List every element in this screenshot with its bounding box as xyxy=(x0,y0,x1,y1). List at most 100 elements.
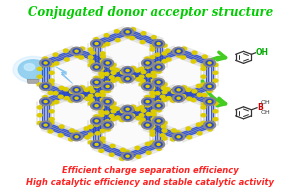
Circle shape xyxy=(201,122,206,125)
Circle shape xyxy=(100,44,105,47)
Circle shape xyxy=(150,125,155,128)
Circle shape xyxy=(88,125,93,128)
Circle shape xyxy=(105,81,110,84)
Circle shape xyxy=(100,102,105,105)
Circle shape xyxy=(141,59,154,67)
Circle shape xyxy=(94,38,99,41)
Circle shape xyxy=(75,50,78,52)
Circle shape xyxy=(162,52,167,55)
Circle shape xyxy=(85,136,90,139)
Circle shape xyxy=(151,82,156,86)
Circle shape xyxy=(187,97,192,100)
Circle shape xyxy=(111,118,116,121)
Circle shape xyxy=(111,102,116,105)
Circle shape xyxy=(136,116,141,120)
Circle shape xyxy=(144,84,151,89)
Circle shape xyxy=(157,81,160,83)
Circle shape xyxy=(84,88,89,91)
Circle shape xyxy=(146,101,149,103)
Circle shape xyxy=(206,60,213,65)
Circle shape xyxy=(100,83,105,86)
Circle shape xyxy=(202,55,207,58)
Circle shape xyxy=(69,138,73,141)
Circle shape xyxy=(176,131,181,134)
Circle shape xyxy=(115,39,120,42)
Circle shape xyxy=(182,47,187,50)
Circle shape xyxy=(141,121,154,129)
Circle shape xyxy=(208,124,211,126)
Circle shape xyxy=(186,88,191,91)
Circle shape xyxy=(95,120,98,122)
Circle shape xyxy=(146,62,149,64)
Circle shape xyxy=(155,65,162,69)
Circle shape xyxy=(48,130,53,133)
Circle shape xyxy=(80,86,85,89)
Circle shape xyxy=(153,40,165,47)
Circle shape xyxy=(94,115,99,118)
Text: OH: OH xyxy=(261,110,271,115)
Circle shape xyxy=(126,155,129,157)
Circle shape xyxy=(157,143,160,145)
Circle shape xyxy=(101,82,113,90)
Circle shape xyxy=(49,71,54,74)
Circle shape xyxy=(150,83,155,86)
Circle shape xyxy=(122,114,134,122)
Circle shape xyxy=(49,110,54,113)
Circle shape xyxy=(95,81,98,83)
Circle shape xyxy=(58,134,63,137)
Circle shape xyxy=(106,128,110,131)
Circle shape xyxy=(151,71,156,74)
Circle shape xyxy=(126,78,129,80)
Circle shape xyxy=(196,84,201,88)
Circle shape xyxy=(64,49,68,52)
Circle shape xyxy=(84,127,89,130)
Circle shape xyxy=(157,70,161,73)
Circle shape xyxy=(37,83,42,86)
Circle shape xyxy=(53,53,58,56)
Circle shape xyxy=(42,60,49,65)
Polygon shape xyxy=(150,92,207,135)
Circle shape xyxy=(175,88,182,92)
Circle shape xyxy=(141,98,154,105)
Circle shape xyxy=(139,67,144,70)
Circle shape xyxy=(122,105,134,113)
Circle shape xyxy=(144,60,151,65)
Text: Conjugated donor acceptor structure: Conjugated donor acceptor structure xyxy=(28,6,273,19)
Circle shape xyxy=(139,75,144,78)
Circle shape xyxy=(90,51,95,54)
Circle shape xyxy=(99,75,104,78)
Circle shape xyxy=(88,48,93,51)
Circle shape xyxy=(70,129,74,132)
Circle shape xyxy=(69,99,73,102)
Circle shape xyxy=(125,150,129,153)
Circle shape xyxy=(74,131,79,134)
Circle shape xyxy=(206,84,213,89)
Circle shape xyxy=(131,67,136,70)
Circle shape xyxy=(48,91,53,94)
Circle shape xyxy=(171,99,175,102)
Circle shape xyxy=(73,96,80,101)
Circle shape xyxy=(157,109,161,112)
Circle shape xyxy=(150,91,155,94)
Circle shape xyxy=(101,59,113,67)
Circle shape xyxy=(177,54,182,57)
Circle shape xyxy=(100,121,105,124)
Circle shape xyxy=(101,94,105,97)
Circle shape xyxy=(100,137,105,140)
Circle shape xyxy=(80,47,85,50)
Circle shape xyxy=(197,93,202,96)
Circle shape xyxy=(100,63,105,66)
Circle shape xyxy=(99,72,104,75)
Circle shape xyxy=(110,106,115,109)
Circle shape xyxy=(124,29,131,34)
Circle shape xyxy=(140,79,145,82)
Circle shape xyxy=(49,82,54,86)
Circle shape xyxy=(162,91,167,94)
Circle shape xyxy=(145,57,150,60)
Circle shape xyxy=(176,92,181,95)
Circle shape xyxy=(64,97,69,100)
Circle shape xyxy=(157,66,160,68)
Circle shape xyxy=(213,63,218,67)
Circle shape xyxy=(114,68,119,72)
Circle shape xyxy=(125,112,130,115)
